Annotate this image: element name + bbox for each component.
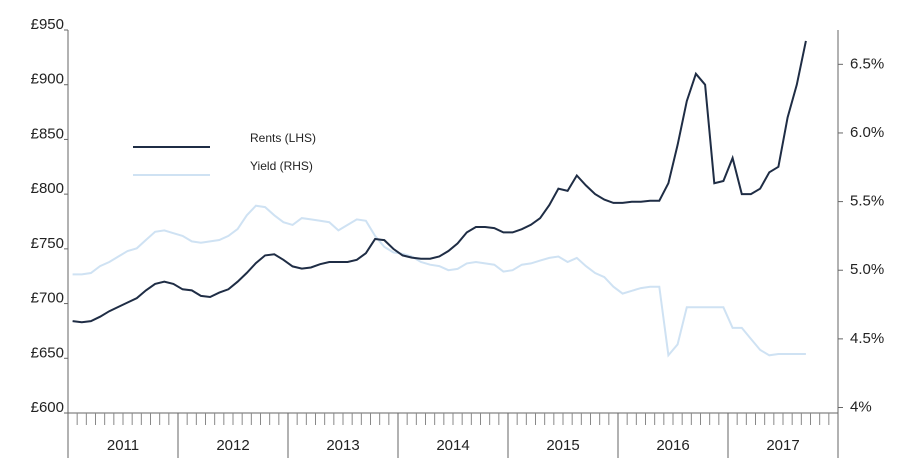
y2-tick-label: 5.0%	[850, 261, 884, 278]
x-band-label: 2016	[656, 437, 689, 454]
y2-tick-label: 6.5%	[850, 55, 884, 72]
x-band-label: 2011	[107, 437, 139, 454]
y-tick-label: £700	[31, 290, 64, 307]
y2-tick-label: 6.0%	[850, 124, 884, 141]
y-tick-label: £650	[31, 344, 64, 361]
y2-tick-label: 4.5%	[850, 330, 884, 347]
x-band-label: 2014	[436, 437, 469, 454]
y-tick-label: £950	[31, 16, 64, 33]
y2-tick-label: 4%	[850, 398, 872, 415]
x-band-label: 2012	[216, 437, 249, 454]
x-band-label: 2015	[546, 437, 579, 454]
y-tick-label: £800	[31, 180, 64, 197]
y-tick-label: £750	[31, 235, 64, 252]
x-band-label: 2013	[326, 437, 359, 454]
legend-label: Yield (RHS)	[250, 159, 313, 173]
y2-tick-label: 5.5%	[850, 193, 884, 210]
y-tick-label: £600	[31, 399, 64, 416]
y-tick-label: £850	[31, 125, 64, 142]
series-line	[72, 204, 806, 358]
y-tick-label: £900	[31, 71, 64, 88]
x-band-label: 2017	[766, 437, 799, 454]
legend-label: Rents (LHS)	[250, 131, 316, 145]
series-line	[72, 40, 807, 324]
